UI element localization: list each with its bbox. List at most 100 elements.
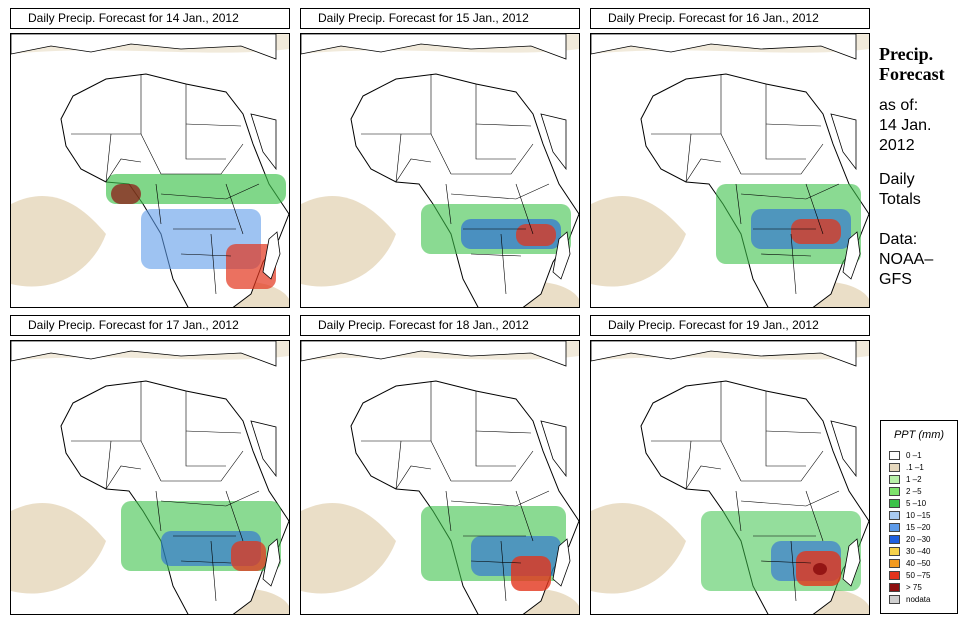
forecast-panel-18jan: Daily Precip. Forecast for 18 Jan., 2012	[300, 315, 580, 615]
legend-swatch	[889, 451, 900, 460]
europe-landmass	[301, 341, 567, 367]
legend-item: 20 –30	[889, 535, 930, 546]
legend-item: nodata	[889, 595, 930, 606]
forecast-panel-14jan: Daily Precip. Forecast for 14 Jan., 2012	[10, 8, 290, 308]
legend-swatch	[889, 595, 900, 604]
africa-precip-map	[590, 33, 870, 308]
country-border	[210, 233, 217, 295]
legend-item: 15 –20	[889, 523, 930, 534]
country-border	[185, 123, 242, 127]
precip-area	[511, 556, 551, 591]
legend-swatch	[889, 559, 900, 568]
forecast-panel-16jan: Daily Precip. Forecast for 16 Jan., 2012	[590, 8, 870, 308]
forecast-panel-15jan: Daily Precip. Forecast for 15 Jan., 2012	[300, 8, 580, 308]
country-border	[160, 183, 260, 200]
europe-landmass	[301, 34, 567, 60]
legend-swatch	[889, 523, 900, 532]
map-svg	[11, 341, 289, 614]
legend-label: 20 –30	[906, 535, 931, 544]
panel-title: Daily Precip. Forecast for 14 Jan., 2012	[10, 8, 290, 29]
precip-area	[106, 174, 286, 204]
legend-title: PPT (mm)	[893, 429, 945, 441]
country-border	[790, 233, 797, 295]
arabia-landmass	[830, 420, 857, 478]
legend-label: 40 –50	[906, 559, 931, 568]
madagascar-landmass	[262, 231, 281, 280]
legend-swatch	[889, 463, 900, 472]
asof-date-line2: 2012	[879, 137, 915, 154]
country-border	[105, 440, 112, 490]
country-border	[765, 430, 822, 434]
legend-swatch	[889, 511, 900, 520]
country-border	[451, 450, 534, 482]
country-border	[160, 490, 260, 507]
country-border	[225, 490, 244, 542]
madagascar-landmass	[842, 231, 861, 280]
country-border	[741, 143, 824, 175]
ocean-light-rain-area	[301, 502, 396, 594]
country-border	[735, 183, 742, 225]
africa-precip-map	[300, 33, 580, 308]
ocean-light-rain-area	[11, 502, 106, 594]
country-border	[450, 490, 550, 507]
side-title: Precip. Forecast	[879, 44, 945, 84]
legend-swatch	[889, 475, 900, 484]
panel-title: Daily Precip. Forecast for 15 Jan., 2012	[300, 8, 580, 29]
precip-area	[111, 184, 141, 204]
map-svg	[301, 341, 579, 614]
legend-item: .1 –1	[889, 463, 924, 474]
legend-swatch	[889, 571, 900, 580]
arabia-landmass	[250, 420, 277, 478]
legend-label: 1 –2	[906, 475, 922, 484]
precip-area	[791, 219, 841, 244]
country-border	[805, 490, 824, 542]
forecast-panel-17jan: Daily Precip. Forecast for 17 Jan., 2012	[10, 315, 290, 615]
country-border	[765, 123, 822, 127]
data-source-line1: Data:	[879, 231, 918, 248]
country-border	[735, 490, 742, 532]
country-border	[185, 391, 226, 467]
legend-item: 5 –10	[889, 499, 926, 510]
legend-item: 10 –15	[889, 511, 930, 522]
country-border	[740, 490, 840, 507]
precip-legend: PPT (mm) 0 –1 .1 –1 1 –2 2 –5 5 –10 10 –15 15 …	[880, 420, 958, 614]
legend-item: 0 –1	[889, 451, 922, 462]
asof-date-line1: 14 Jan.	[879, 117, 932, 134]
legend-label: 30 –40	[906, 547, 931, 556]
country-border	[685, 465, 722, 490]
country-border	[760, 253, 812, 257]
country-border	[515, 183, 534, 235]
country-border	[470, 253, 522, 257]
country-border	[760, 560, 812, 564]
europe-landmass	[11, 341, 277, 367]
panel-title: Daily Precip. Forecast for 18 Jan., 2012	[300, 315, 580, 336]
country-border	[470, 560, 522, 564]
country-border	[161, 450, 244, 482]
europe-landmass	[11, 34, 277, 60]
madagascar-landmass	[262, 538, 281, 587]
country-border	[790, 540, 797, 602]
country-border	[155, 490, 162, 532]
side-title-line2: Forecast	[879, 64, 945, 84]
madagascar-landmass	[552, 231, 571, 280]
map-svg	[591, 341, 869, 614]
legend-label: 0 –1	[906, 451, 922, 460]
africa-precip-map	[10, 340, 290, 615]
country-border	[475, 123, 532, 127]
country-border	[515, 490, 534, 542]
country-border	[155, 183, 162, 225]
side-title-line1: Precip.	[879, 44, 934, 64]
legend-label: 10 –15	[906, 511, 931, 520]
map-svg	[301, 34, 579, 307]
country-border	[105, 133, 112, 183]
country-border	[741, 450, 824, 482]
panel-title: Daily Precip. Forecast for 19 Jan., 2012	[590, 315, 870, 336]
country-border	[685, 440, 692, 490]
country-border	[445, 183, 452, 225]
precip-area	[813, 563, 827, 575]
country-border	[185, 84, 226, 160]
ocean-light-rain-area	[11, 195, 106, 287]
country-border	[395, 465, 432, 490]
africa-precip-map	[10, 33, 290, 308]
country-border	[685, 133, 692, 183]
